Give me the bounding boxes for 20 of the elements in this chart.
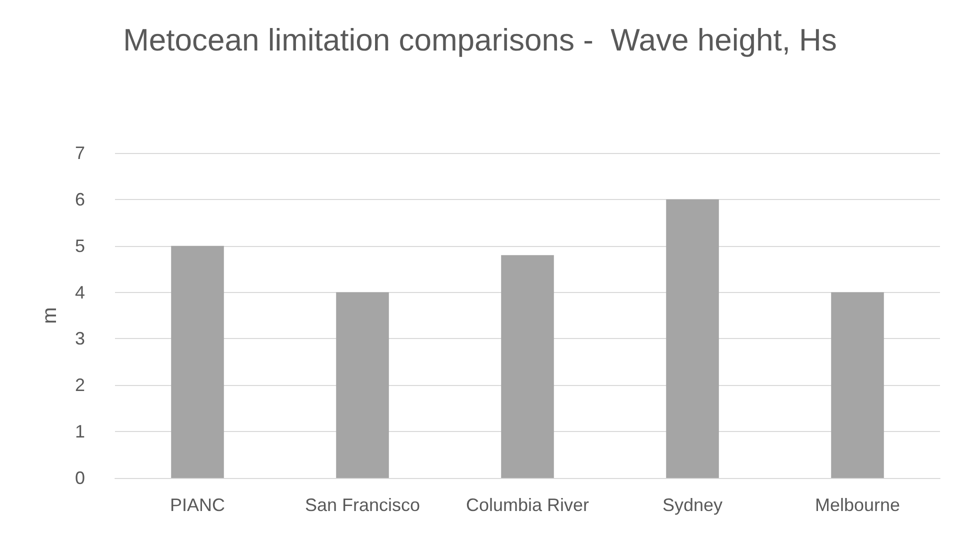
y-axis-title: m (39, 307, 61, 324)
y-tick-label: 3 (74, 328, 85, 349)
bar (171, 246, 224, 478)
x-tick-label: PIANC (170, 495, 226, 515)
y-tick-label: 0 (74, 468, 85, 488)
bar (666, 199, 719, 478)
bar (831, 292, 884, 478)
x-tick-label: Columbia River (466, 495, 590, 515)
y-tick-label: 2 (74, 375, 85, 396)
bar (501, 255, 554, 478)
y-tick-label: 4 (74, 282, 85, 302)
bar (336, 292, 389, 478)
x-tick-label: Sydney (662, 495, 723, 515)
y-tick-label: 1 (74, 422, 85, 442)
y-tick-label: 6 (74, 189, 85, 210)
y-tick-label: 7 (74, 143, 85, 163)
chart-title: Metocean limitation comparisons - Wave height, Hs (123, 22, 837, 58)
y-tick-label: 5 (74, 236, 85, 256)
x-tick-label: Melbourne (814, 495, 900, 515)
x-tick-label: San Francisco (304, 495, 420, 515)
